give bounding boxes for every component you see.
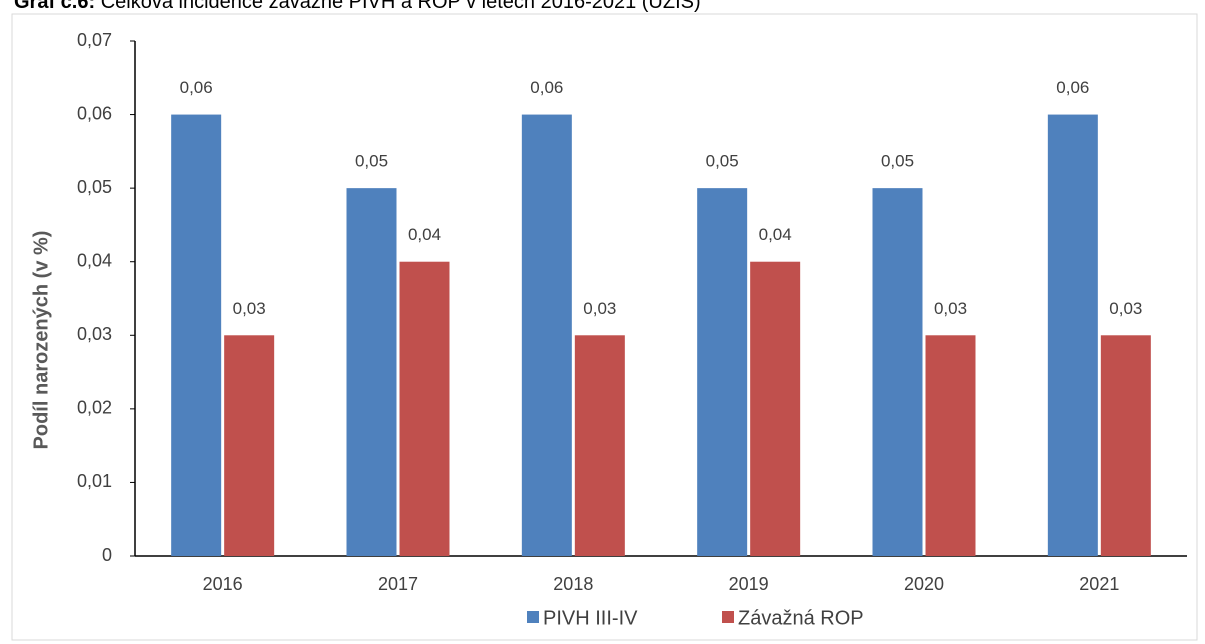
x-tick-label: 2021 — [1079, 574, 1119, 594]
bar — [399, 261, 450, 556]
y-tick-label: 0,06 — [77, 103, 112, 123]
data-label: 0,06 — [530, 78, 563, 97]
bar — [171, 114, 222, 557]
y-tick-label: 0,07 — [77, 30, 112, 50]
bar — [697, 188, 748, 556]
y-tick-label: 0,01 — [77, 471, 112, 491]
data-label: 0,03 — [583, 299, 616, 318]
x-tick-label: 2020 — [904, 574, 944, 594]
title-label: Graf č.6: — [14, 0, 95, 13]
data-label: 0,04 — [759, 225, 792, 244]
data-label: 0,05 — [706, 152, 739, 171]
y-axis-label: Podíl narozených (v %) — [30, 231, 52, 450]
data-label: 0,06 — [180, 78, 213, 97]
data-label: 0,05 — [881, 152, 914, 171]
title-text: Celková incidence závažné PIVH a ROP v l… — [101, 0, 701, 13]
y-tick-label: 0,03 — [77, 324, 112, 344]
bar — [872, 188, 923, 556]
x-tick-label: 2017 — [378, 574, 418, 594]
data-label: 0,06 — [1056, 78, 1089, 97]
bar — [346, 188, 397, 556]
data-label: 0,03 — [934, 299, 967, 318]
x-tick-label: 2016 — [203, 574, 243, 594]
legend-swatch — [527, 611, 539, 623]
x-tick-label: 2018 — [553, 574, 593, 594]
bar — [521, 114, 572, 557]
bar — [1100, 335, 1151, 556]
data-label: 0,03 — [233, 299, 266, 318]
bar — [224, 335, 275, 556]
legend-label: Závažná ROP — [738, 607, 864, 629]
data-label: 0,03 — [1109, 299, 1142, 318]
data-label: 0,04 — [408, 225, 441, 244]
y-tick-label: 0,04 — [77, 250, 112, 270]
x-tick-label: 2019 — [729, 574, 769, 594]
chart-title: Graf č.6: Celková incidence závažné PIVH… — [14, 0, 701, 13]
bar — [1047, 114, 1098, 557]
data-label: 0,05 — [355, 152, 388, 171]
legend-label: PIVH III-IV — [543, 607, 638, 629]
y-tick-label: 0 — [102, 545, 112, 565]
y-tick-label: 0,05 — [77, 177, 112, 197]
bar — [925, 335, 976, 556]
legend-swatch — [722, 611, 734, 623]
y-tick-label: 0,02 — [77, 398, 112, 418]
bar — [750, 261, 801, 556]
bar — [574, 335, 625, 556]
